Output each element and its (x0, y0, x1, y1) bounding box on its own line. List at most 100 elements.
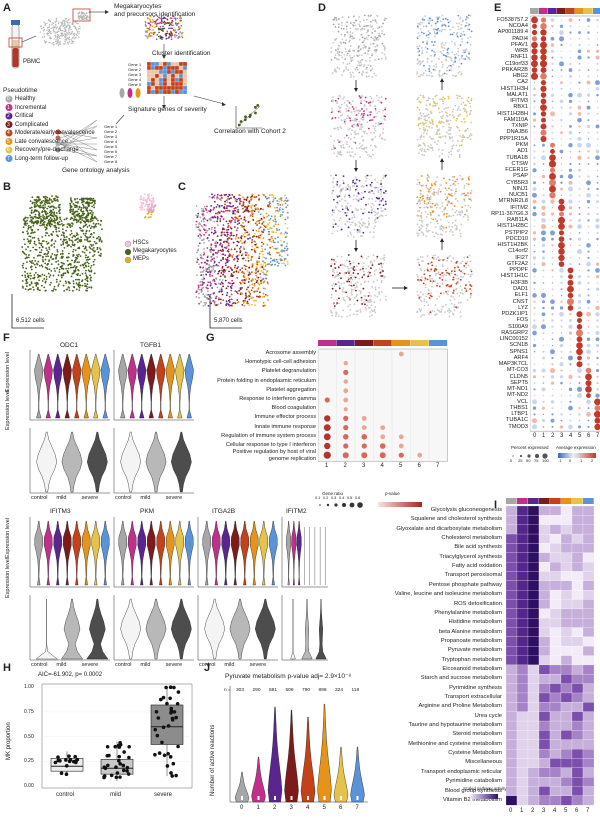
umap-cell (358, 122, 360, 125)
mk-cell (35, 221, 38, 224)
umap-cell (424, 15, 427, 17)
umap-cell (337, 128, 340, 131)
umap-cell (428, 120, 431, 123)
tube-layer (12, 40, 19, 48)
mk-cell (71, 289, 74, 292)
pseudotime-cell (245, 265, 247, 268)
pseudotime-cell (205, 286, 208, 289)
mk-cell (71, 217, 74, 220)
pseudotime-cell (210, 219, 212, 221)
umap-cell (336, 52, 339, 55)
umap-cell (369, 190, 372, 193)
pseudotime-cell (203, 251, 205, 254)
umap-cell (373, 301, 376, 304)
umap-cell (361, 234, 364, 237)
pseudotime-cell (233, 301, 235, 304)
cluster-cell (166, 37, 168, 40)
pbmc-cell (43, 21, 45, 23)
pseudotime-cell (213, 207, 215, 209)
mk-cell (77, 283, 80, 285)
ontology-node (55, 129, 61, 135)
pseudotime-cell (244, 251, 247, 254)
umap-cell (367, 174, 370, 177)
umap-cell (336, 271, 339, 273)
umap-cell (365, 75, 368, 78)
umap-cell (346, 202, 349, 205)
umap-cell (369, 113, 372, 116)
umap-cell (348, 284, 351, 287)
umap-cell (339, 190, 342, 193)
pbmc-cell (44, 25, 46, 27)
umap-cell (448, 126, 450, 129)
umap-cell (375, 21, 378, 24)
pseudotime-cell (274, 209, 277, 212)
umap-cell (423, 18, 426, 21)
pseudotime-cell (210, 293, 212, 296)
umap-cell (437, 107, 440, 110)
umap-cell (348, 274, 351, 276)
umap-cell (337, 30, 340, 33)
mk-cell (48, 248, 51, 251)
mk-cell (62, 243, 65, 246)
pseudotime-cell (233, 257, 236, 260)
mk-cell (33, 215, 36, 218)
umap-cell (340, 154, 343, 156)
mk-cell (71, 236, 74, 239)
pseudotime-cell (197, 214, 199, 217)
pseudotime-cell (200, 224, 203, 227)
umap-cell (442, 18, 445, 21)
umap-cell (352, 214, 355, 216)
umap-cell (384, 138, 386, 141)
ontology-edge (59, 149, 98, 157)
umap-cell (333, 209, 336, 212)
pseudotime-cell (214, 282, 217, 285)
umap-cell (340, 277, 342, 280)
pseudotime-cell (197, 245, 200, 248)
pseudotime-cell (262, 271, 264, 274)
pseudotime-cell (250, 209, 253, 212)
pbmc-cell (58, 35, 60, 38)
pseudotime-cell (210, 297, 213, 299)
mk-cell (43, 274, 46, 277)
cluster-cell (159, 35, 162, 38)
umap-cell (456, 200, 459, 203)
pbmc-cell (65, 20, 68, 22)
umap-cell (367, 203, 370, 205)
mk-cell (30, 261, 33, 264)
umap-cell (360, 102, 362, 105)
pseudotime-cell (241, 279, 243, 282)
mk-cell (65, 238, 67, 241)
mk-cell (25, 279, 28, 282)
pseudotime-cell (236, 227, 239, 229)
pseudotime-cell (260, 217, 263, 220)
cluster-cell (174, 34, 176, 36)
pseudotime-cell (206, 236, 209, 239)
mk-cell (53, 206, 56, 209)
pseudotime-cell (252, 296, 254, 299)
pseudotime-cell (240, 217, 243, 220)
umap-cell (348, 194, 351, 197)
umap-cell (371, 262, 374, 265)
pseudotime-cell (251, 278, 254, 280)
pseudotime-cell (225, 209, 227, 212)
umap-cell (419, 192, 422, 195)
umap-cell (377, 110, 380, 113)
heat-cell (162, 65, 168, 71)
umap-cell (334, 315, 337, 318)
pseudotime-dot-3 (5, 121, 13, 128)
legend-label-0: HSCs (133, 240, 149, 246)
pseudotime-cell (228, 237, 231, 240)
umap-cell (452, 26, 454, 29)
umap-cell (448, 230, 451, 233)
umap-cell (427, 179, 429, 182)
pseudotime-cell (230, 238, 233, 240)
mk-cell (85, 269, 87, 272)
umap-cell (469, 105, 472, 108)
umap-cell (355, 178, 358, 181)
umap-cell (367, 295, 370, 297)
umap-cell (374, 294, 376, 297)
umap-cell (360, 290, 362, 293)
cluster-cell (164, 21, 167, 24)
pbmc-cell (56, 42, 58, 45)
mk-cell (96, 246, 99, 249)
